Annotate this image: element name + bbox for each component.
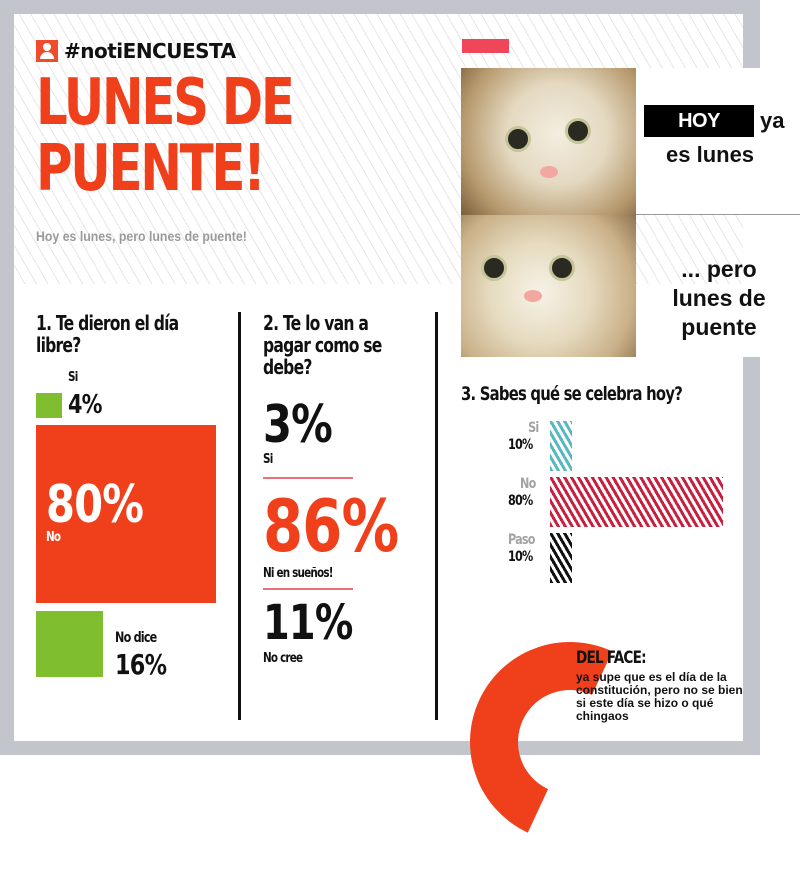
cat-eye [549,255,575,281]
column-divider [238,312,241,720]
q3-paso-value: 10% [508,549,533,565]
frame-top [0,0,760,14]
frame-right [743,0,760,68]
q1-nodice-value: 16% [115,648,167,681]
column-divider [435,312,438,720]
title-line-2: PUENTE! [36,132,266,206]
q1-nodice-square [36,611,103,677]
question-1-title: 1. Te dieron el día libre? [36,311,179,357]
pero-text: ... pero lunes de puente [672,256,766,340]
q3-paso-bar [550,533,572,583]
q3-no-value: 80% [508,493,533,509]
q2-divider [263,477,353,479]
q1-no-value: 80% [46,475,144,535]
q3-si-bar [550,421,572,471]
q1-si-label: Si [68,370,78,385]
subtitle: Hoy es lunes, pero lunes de puente! [36,228,247,244]
q3-si-label: Si [528,420,539,436]
page-title: LUNES DE PUENTE! [36,70,317,202]
cat-nose [540,166,558,178]
shocked-cat-image [461,68,636,215]
cat-nose [524,290,542,302]
happy-cat-image [461,215,636,357]
red-tag-decoration [462,39,509,53]
question-2-title: 2. Te lo van a pagar como se debe? [263,311,382,379]
q2-divider [263,588,353,590]
cat-eye [505,126,531,152]
frame-right-lower [743,357,760,755]
q2-nienSuenos-value: 86% [263,484,399,568]
q3-paso-label: Paso [508,532,535,548]
q3-no-label: No [520,476,536,492]
q1-no-square [36,425,216,603]
hoy-panel: HOY ya es lunes [636,68,800,215]
hashtag-header: #notiENCUESTA [36,39,236,63]
frame-bottom [0,741,760,755]
title-line-1: LUNES DE [36,66,295,140]
q2-nienSuenos-label: Ni en sueños! [263,566,334,581]
q2-si-label: Si [263,452,273,467]
user-icon [36,40,58,62]
q2-si-value: 3% [263,395,333,455]
del-face-body: ya supe que es el día de la constitución… [576,670,743,723]
q3-no-bar [550,477,723,527]
q2-nocree-value: 11% [263,595,353,651]
q1-si-value: 4% [68,390,103,420]
del-face-title: DEL FACE: [576,648,647,668]
pero-panel: ... pero lunes de puente [636,215,800,357]
hoy-line-2: es lunes [666,142,755,167]
hoy-label: HOY [644,105,754,137]
q1-no-label: No [46,530,61,545]
q1-nodice-label: No dice [115,630,157,646]
hashtag-text: #notiENCUESTA [64,39,236,63]
frame-left [0,0,14,755]
cat-eye [565,118,591,144]
question-3-title: 3. Sabes qué se celebra hoy? [461,383,683,405]
q1-si-square [36,393,62,418]
cat-eye [481,255,507,281]
q3-si-value: 10% [508,437,533,453]
q2-nocree-label: No cree [263,651,303,666]
hoy-suffix: ya [760,108,785,133]
